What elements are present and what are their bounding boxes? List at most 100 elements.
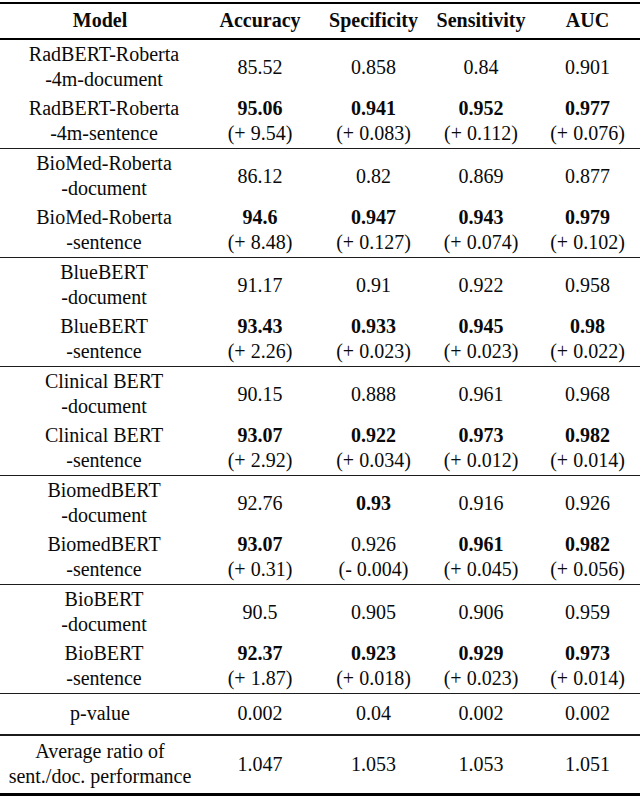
metric-value: 0.941 (320, 96, 427, 121)
pvalue-row: p-value 0.002 0.04 0.002 0.002 (0, 694, 640, 736)
metric-value: 86.12 (238, 165, 283, 187)
metric-value: 91.17 (238, 274, 283, 296)
value-cell: 0.922 (427, 258, 535, 313)
model-name: BioBERT (8, 641, 200, 666)
metric-delta: (+ 9.54) (200, 121, 320, 146)
metric-value: 0.922 (320, 423, 427, 448)
value-cell: 0.93 (320, 476, 427, 531)
metric-value: 90.5 (243, 601, 278, 623)
ratio-label-line1: Average ratio of (0, 739, 200, 764)
value-cell: 94.6 (+ 8.48) (200, 203, 320, 258)
model-cell: RadBERT-Roberta -4m-sentence (0, 94, 200, 149)
model-suffix: -document (8, 394, 200, 419)
value-cell: 0.941 (+ 0.083) (320, 94, 427, 149)
header-sensitivity: Sensitivity (427, 3, 535, 39)
metric-delta: (+ 0.034) (320, 448, 427, 473)
metric-delta: (+ 0.056) (535, 557, 640, 582)
metric-value: 93.07 (200, 423, 320, 448)
metric-value: 0.916 (459, 492, 504, 514)
table-row-doc: BioMed-Roberta -document 86.12 0.82 0.86… (0, 149, 640, 204)
metric-delta: (+ 0.31) (200, 557, 320, 582)
model-cell: RadBERT-Roberta -4m-document (0, 39, 200, 94)
value-cell: 93.07 (+ 0.31) (200, 530, 320, 585)
metric-value: 0.961 (427, 532, 535, 557)
pvalue-cell: 0.002 (200, 694, 320, 736)
metric-delta: (+ 0.022) (535, 339, 640, 364)
header-specificity: Specificity (320, 3, 427, 39)
value-cell: 0.959 (535, 585, 640, 640)
metric-value: 85.52 (238, 56, 283, 78)
value-cell: 0.961 (427, 367, 535, 422)
metric-value: 0.968 (565, 383, 610, 405)
metric-value: 0.982 (535, 532, 640, 557)
model-cell: BlueBERT -document (0, 258, 200, 313)
model-name: RadBERT-Roberta (8, 42, 200, 67)
metric-value: 95.06 (200, 96, 320, 121)
metric-value: 92.37 (200, 641, 320, 666)
value-cell: 0.973 (+ 0.014) (535, 639, 640, 694)
value-cell: 0.91 (320, 258, 427, 313)
model-cell: BlueBERT -sentence (0, 312, 200, 367)
metric-delta: (+ 0.102) (535, 230, 640, 255)
metric-value: 0.923 (320, 641, 427, 666)
model-cell: Clinical BERT -document (0, 367, 200, 422)
value-cell: 0.982 (+ 0.056) (535, 530, 640, 585)
table-row-sent: Clinical BERT -sentence 93.07 (+ 2.92) 0… (0, 421, 640, 476)
value-cell: 0.973 (+ 0.012) (427, 421, 535, 476)
metric-value: 92.76 (238, 492, 283, 514)
table-row-doc: BiomedBERT -document 92.76 0.93 0.916 0.… (0, 476, 640, 531)
metric-value: 0.958 (565, 274, 610, 296)
metric-value: 0.961 (459, 383, 504, 405)
model-name: BlueBERT (8, 260, 200, 285)
model-suffix: -4m-sentence (8, 121, 200, 146)
header-auc: AUC (535, 3, 640, 39)
value-cell: 0.926 (- 0.004) (320, 530, 427, 585)
pvalue-label: p-value (0, 694, 200, 736)
metric-value: 90.15 (238, 383, 283, 405)
model-suffix: -sentence (8, 448, 200, 473)
model-cell: BioMed-Roberta -document (0, 149, 200, 204)
metric-value: 0.877 (565, 165, 610, 187)
model-suffix: -document (8, 503, 200, 528)
value-cell: 0.961 (+ 0.045) (427, 530, 535, 585)
model-suffix: -4m-document (8, 67, 200, 92)
model-name: BioMed-Roberta (8, 151, 200, 176)
value-cell: 0.905 (320, 585, 427, 640)
model-name: Clinical BERT (8, 369, 200, 394)
model-suffix: -document (8, 176, 200, 201)
metric-value: 0.977 (535, 96, 640, 121)
table-row-sent: BiomedBERT -sentence 93.07 (+ 0.31) 0.92… (0, 530, 640, 585)
metric-delta: (+ 0.083) (320, 121, 427, 146)
value-cell: 0.858 (320, 39, 427, 94)
metric-delta: (+ 0.014) (535, 448, 640, 473)
metric-value: 0.933 (320, 314, 427, 339)
metric-delta: (+ 1.87) (200, 666, 320, 691)
metric-delta: (+ 2.26) (200, 339, 320, 364)
metric-value: 0.82 (356, 165, 391, 187)
model-name: RadBERT-Roberta (8, 96, 200, 121)
metric-value: 0.945 (427, 314, 535, 339)
metric-value: 0.926 (320, 532, 427, 557)
model-name: BiomedBERT (8, 532, 200, 557)
metric-delta: (+ 0.023) (320, 339, 427, 364)
model-name: BioBERT (8, 587, 200, 612)
model-name: BiomedBERT (8, 478, 200, 503)
ratio-label: Average ratio of sent./doc. performance (0, 735, 200, 795)
value-cell: 85.52 (200, 39, 320, 94)
value-cell: 86.12 (200, 149, 320, 204)
ratio-cell: 1.047 (200, 735, 320, 795)
header-accuracy: Accuracy (200, 3, 320, 39)
ratio-cell: 1.051 (535, 735, 640, 795)
value-cell: 93.07 (+ 2.92) (200, 421, 320, 476)
model-comparison-table: Model Accuracy Specificity Sensitivity A… (0, 2, 640, 796)
metric-value: 0.947 (320, 205, 427, 230)
metric-value: 0.929 (427, 641, 535, 666)
metric-delta: (+ 8.48) (200, 230, 320, 255)
value-cell: 0.968 (535, 367, 640, 422)
metric-value: 0.922 (459, 274, 504, 296)
pvalue-cell: 0.002 (427, 694, 535, 736)
metric-delta: (+ 0.076) (535, 121, 640, 146)
table-row-doc: RadBERT-Roberta -4m-document 85.52 0.858… (0, 39, 640, 94)
value-cell: 0.982 (+ 0.014) (535, 421, 640, 476)
metric-value: 0.869 (459, 165, 504, 187)
